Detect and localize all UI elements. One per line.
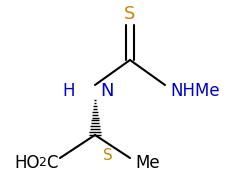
Text: NHMe: NHMe — [170, 82, 220, 100]
Text: S: S — [124, 5, 136, 23]
Text: S: S — [103, 148, 113, 163]
Text: 2: 2 — [38, 156, 46, 168]
Text: N: N — [100, 82, 113, 100]
Text: HO: HO — [14, 154, 40, 172]
Text: Me: Me — [135, 154, 160, 172]
Text: H: H — [62, 82, 75, 100]
Text: C: C — [46, 154, 58, 172]
